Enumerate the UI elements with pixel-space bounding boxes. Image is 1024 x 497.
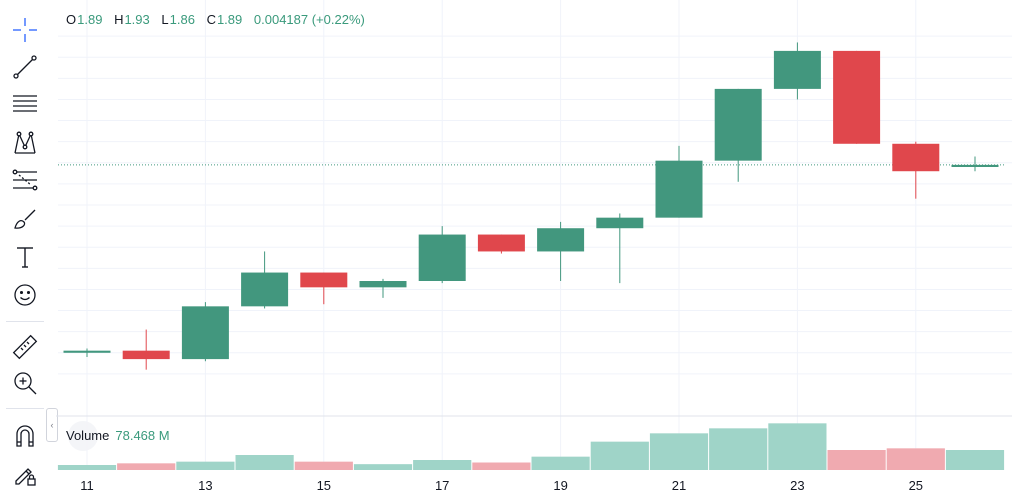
candle-body [63,350,111,353]
candle-body [833,50,881,144]
candle-body [359,281,407,288]
close-value: 1.89 [216,12,243,27]
volume-bar [649,433,709,470]
volume-bars [57,423,1005,470]
toolbar-collapse-button[interactable]: ‹ [46,408,58,442]
trend-line-icon[interactable] [7,51,43,83]
x-tick-label: 25 [908,478,924,493]
ohlc-legend: O1.89 H1.93 L1.86 C1.89 0.004187 (+0.22%… [66,12,373,27]
volume-bar [709,428,768,470]
lock-drawing-icon[interactable] [7,458,43,490]
volume-bar [117,463,176,470]
volume-bar [235,455,294,470]
volume-bar [413,460,472,470]
x-tick-label: 19 [553,478,568,493]
ruler-icon[interactable] [7,331,43,363]
text-icon[interactable] [7,241,43,273]
low-value: 1.86 [169,12,195,27]
volume-bar [57,465,117,470]
candle-body [122,350,170,360]
candle-body [951,164,999,167]
x-tick-label: 23 [790,478,805,493]
candle-body [300,272,348,288]
brush-icon[interactable] [7,203,43,235]
candle-body [892,143,940,172]
candle-body [537,228,585,252]
candle-body [596,217,644,229]
magnet-icon[interactable] [7,420,43,452]
x-tick-label: 21 [671,478,687,493]
crosshair-icon[interactable] [7,14,43,46]
close-label: C [206,12,216,27]
high-label: H [114,12,124,27]
toolbar-divider [6,408,44,409]
x-tick-label: 15 [316,478,332,493]
candle-body [477,234,525,252]
volume-bar [827,450,886,470]
zoom-in-icon[interactable] [7,367,43,399]
x-tick-label: 13 [198,478,213,493]
toolbar-divider [6,321,44,322]
open-label: O [66,12,77,27]
candle-body [181,306,229,360]
fib-retracement-icon[interactable] [7,164,43,196]
high-value: 1.93 [124,12,150,27]
emoji-icon[interactable] [7,279,43,311]
volume-bar [472,462,531,470]
volume-bar [176,461,235,470]
volume-legend: Volume 78.468 M [66,428,170,443]
open-value: 1.89 [77,12,103,27]
volume-bar [945,450,1005,470]
candle-body [714,88,762,161]
volume-bar [768,423,827,470]
pattern-icon[interactable] [7,127,43,159]
candle-body [241,272,289,307]
x-tick-label: 17 [434,478,450,493]
volume-bar [294,461,353,470]
drawing-toolbar [0,0,50,497]
volume-bar [531,456,590,470]
candle-body [655,160,703,218]
volume-label: Volume [66,428,110,443]
x-tick-label: 11 [80,478,94,493]
volume-bar [353,464,413,470]
candles [63,42,999,370]
horizontal-lines-icon[interactable] [7,88,43,120]
change-value: 0.004187 (+0.22%) [253,12,365,27]
low-label: L [161,12,169,27]
volume-bar [886,448,945,470]
volume-value: 78.468 M [115,428,170,443]
tradingview-logo [68,421,98,451]
volume-bar [590,441,649,470]
candle-body [418,234,466,281]
candle-body [773,50,821,89]
